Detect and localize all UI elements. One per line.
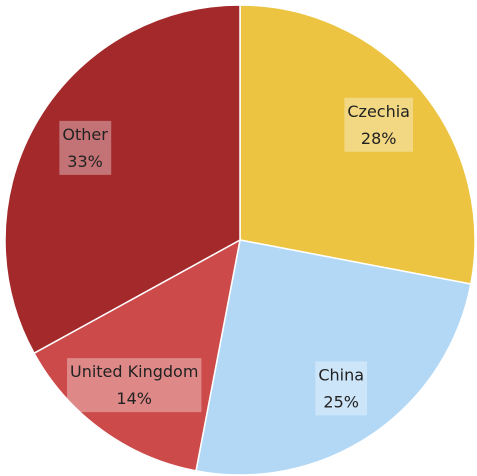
slice-label: China 25%: [315, 361, 368, 416]
pie-slice: [4, 4, 241, 355]
value-label: 14%: [116, 389, 152, 408]
label-box: [344, 97, 413, 152]
slice-label: Czechia 28%: [344, 97, 413, 152]
pie-slice: [33, 238, 242, 472]
value-label: 28%: [361, 129, 397, 148]
slice-label: Other 33%: [59, 120, 112, 175]
label-box: [59, 120, 112, 175]
value-label: 33%: [67, 152, 103, 171]
category-label: Czechia: [347, 102, 410, 121]
category-label: Other: [62, 125, 108, 144]
category-label: United Kingdom: [70, 362, 198, 381]
pie-slice: [195, 239, 472, 476]
label-box: [66, 358, 202, 413]
pie-slice: [239, 4, 476, 285]
category-label: China: [318, 365, 364, 384]
label-box: [315, 361, 368, 416]
value-label: 25%: [323, 392, 359, 411]
slice-label: United Kingdom 14%: [66, 358, 202, 413]
